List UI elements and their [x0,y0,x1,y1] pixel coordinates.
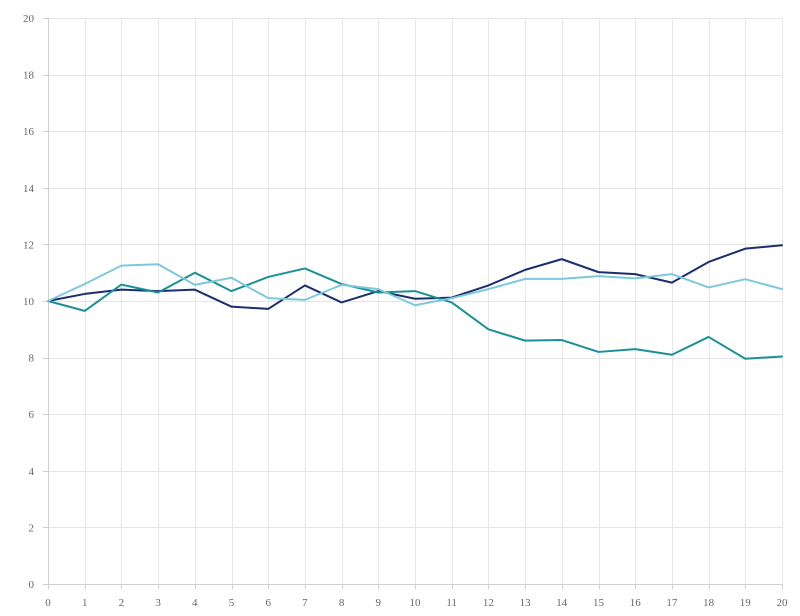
x-tick-label-9: 9 [376,597,382,609]
x-tick-label-15: 15 [593,597,605,609]
tick-labels: 0 1 2 3 4 5 6 7 8 9 10 11 12 13 14 15 16 17 18 19 2002468101… [23,13,788,609]
y-tick-label-10: 20 [23,13,35,25]
y-tick-label-0: 0 [29,579,35,591]
y-tick-label-1: 2 [29,522,35,534]
x-tick-label-2: 2 [119,597,125,609]
grid [48,18,783,585]
y-tick-label-3: 6 [29,409,35,421]
series-line-3 [47,263,783,307]
x-tick-label-3: 3 [155,597,161,609]
x-tick-label-12: 12 [483,597,494,609]
x-tick-label-20: 20 [777,597,789,609]
x-tick-label-17: 17 [666,597,678,609]
x-tick-label-13: 13 [520,597,532,609]
series-line-1 [47,244,783,310]
x-tick-label-19: 19 [740,597,752,609]
y-tick-label-5: 10 [23,296,35,308]
x-tick-label-7: 7 [302,597,308,609]
x-tick-label-4: 4 [192,597,198,609]
series-lines [47,244,783,360]
x-tick-label-8: 8 [339,597,345,609]
y-tick-label-8: 16 [23,126,35,138]
x-tick-label-10: 10 [410,597,422,609]
x-tick-label-6: 6 [265,597,271,609]
y-tick-label-9: 18 [23,70,35,82]
x-tick-label-11: 11 [446,597,457,609]
y-tick-label-2: 4 [29,466,35,478]
x-tick-label-5: 5 [229,597,235,609]
x-tick-label-18: 18 [703,597,715,609]
y-tick-label-7: 14 [23,183,35,195]
series-line-2 [47,267,783,360]
x-tick-label-1: 1 [82,597,88,609]
x-tick-label-0: 0 [45,597,51,609]
y-tick-label-6: 12 [23,239,34,251]
y-tick-label-4: 8 [29,353,35,365]
x-tick-label-16: 16 [630,597,642,609]
x-tick-label-14: 14 [556,597,568,609]
